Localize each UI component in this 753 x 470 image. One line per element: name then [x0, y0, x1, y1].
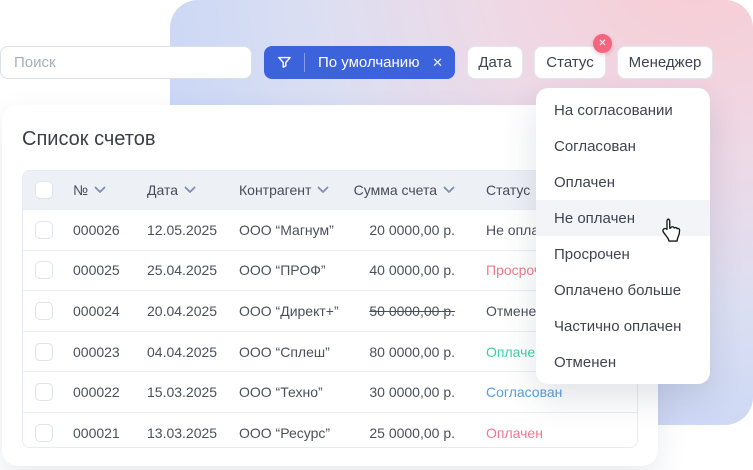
- dropdown-item-chastichno-oplachen[interactable]: Частично оплачен: [554, 317, 682, 335]
- invoice-table: № Дата Контрагент Сумма счета Статус 000: [22, 170, 638, 448]
- invoice-number: 000023: [73, 343, 120, 360]
- contractor: ООО “Сплеш”: [239, 343, 330, 360]
- contractor: ООО “ПРОФ”: [239, 262, 326, 279]
- status-filter-button[interactable]: Статус: [534, 46, 606, 79]
- dropdown-item-oplacheno-bolshe[interactable]: Оплачено больше: [554, 281, 682, 299]
- table-row[interactable]: 000022 15.03.2025 ООО “Техно” 30 0000,00…: [23, 371, 637, 412]
- invoice-number: 000024: [73, 302, 120, 319]
- table-row[interactable]: 000024 20.04.2025 ООО “Директ+” 50 0000,…: [23, 290, 637, 331]
- column-header-amount[interactable]: Сумма счета: [313, 182, 455, 198]
- invoice-date: 20.04.2025: [147, 302, 218, 319]
- column-header-contractor[interactable]: Контрагент: [239, 182, 329, 198]
- manager-filter-button[interactable]: Менеджер: [617, 46, 713, 79]
- search-input[interactable]: [0, 46, 252, 79]
- status-dropdown-menu: На согласовании Согласован Оплачен Не оп…: [536, 88, 710, 384]
- row-checkbox[interactable]: [35, 383, 53, 402]
- dropdown-item-ne-oplachen[interactable]: Не оплачен: [536, 200, 710, 236]
- close-icon[interactable]: ✕: [432, 54, 443, 70]
- table-header-row: № Дата Контрагент Сумма счета Статус: [23, 171, 637, 209]
- status-badge: Оплачен: [486, 343, 543, 360]
- date-filter-button[interactable]: Дата: [467, 46, 523, 79]
- chevron-down-icon: [317, 186, 329, 193]
- table-row[interactable]: 000026 12.05.2025 ООО “Магнум” 20 0000,0…: [23, 209, 637, 250]
- row-checkbox[interactable]: [35, 301, 53, 320]
- chevron-down-icon: [443, 186, 455, 193]
- invoice-date: 25.04.2025: [147, 262, 218, 279]
- status-badge: Оплачен: [486, 424, 543, 441]
- invoice-amount: 20 0000,00 р.: [369, 221, 455, 238]
- dropdown-item-prosrochen[interactable]: Просрочен: [554, 245, 630, 263]
- dropdown-item-otmenen[interactable]: Отменен: [554, 353, 617, 371]
- column-header-status[interactable]: Статус: [486, 182, 531, 198]
- chevron-down-icon: [184, 186, 196, 193]
- invoice-amount: 40 0000,00 р.: [369, 262, 455, 279]
- invoice-amount: 25 0000,00 р.: [369, 424, 455, 441]
- dropdown-item-na-soglasovanii[interactable]: На согласовании: [554, 101, 673, 119]
- table-row[interactable]: 000025 25.04.2025 ООО “ПРОФ” 40 0000,00 …: [23, 249, 637, 291]
- column-header-date[interactable]: Дата: [147, 182, 196, 198]
- default-filter-chip[interactable]: По умолчанию ✕: [264, 46, 455, 79]
- status-badge: Согласован: [486, 384, 563, 401]
- invoice-number: 000022: [73, 384, 120, 401]
- invoice-amount: 50 0000,00 р.: [369, 302, 455, 319]
- dropdown-item-soglasovan[interactable]: Согласован: [554, 137, 636, 155]
- row-checkbox[interactable]: [35, 261, 53, 280]
- column-header-number[interactable]: №: [73, 182, 106, 198]
- chevron-down-icon: [94, 186, 106, 193]
- row-checkbox[interactable]: [35, 342, 53, 361]
- row-checkbox[interactable]: [35, 220, 53, 239]
- table-row[interactable]: 000021 13.03.2025 ООО “Ресурс” 25 0000,0…: [23, 411, 637, 447]
- contractor: ООО “Директ+”: [239, 302, 339, 319]
- dropdown-item-oplachen[interactable]: Оплачен: [554, 173, 615, 191]
- contractor: ООО “Магнум”: [239, 221, 334, 238]
- invoice-date: 13.03.2025: [147, 424, 218, 441]
- status-badge: Отменен: [486, 302, 544, 319]
- invoice-number: 000025: [73, 262, 120, 279]
- row-checkbox[interactable]: [35, 423, 53, 442]
- invoice-number: 000021: [73, 424, 120, 441]
- funnel-icon: [276, 54, 293, 71]
- invoice-amount: 30 0000,00 р.: [369, 384, 455, 401]
- invoice-date: 04.04.2025: [147, 343, 218, 360]
- invoice-amount: 80 0000,00 р.: [369, 343, 455, 360]
- status-clear-badge-icon[interactable]: ✕: [593, 34, 612, 53]
- chip-label: По умолчанию: [318, 54, 420, 71]
- table-row[interactable]: 000023 04.04.2025 ООО “Сплеш” 80 0000,00…: [23, 330, 637, 372]
- invoice-date: 15.03.2025: [147, 384, 218, 401]
- contractor: ООО “Техно”: [239, 384, 323, 401]
- invoice-number: 000026: [73, 221, 120, 238]
- chip-divider: [304, 53, 305, 72]
- contractor: ООО “Ресурс”: [239, 424, 331, 441]
- select-all-checkbox[interactable]: [35, 181, 53, 199]
- page-title: Список счетов: [22, 128, 156, 150]
- invoice-date: 12.05.2025: [147, 221, 218, 238]
